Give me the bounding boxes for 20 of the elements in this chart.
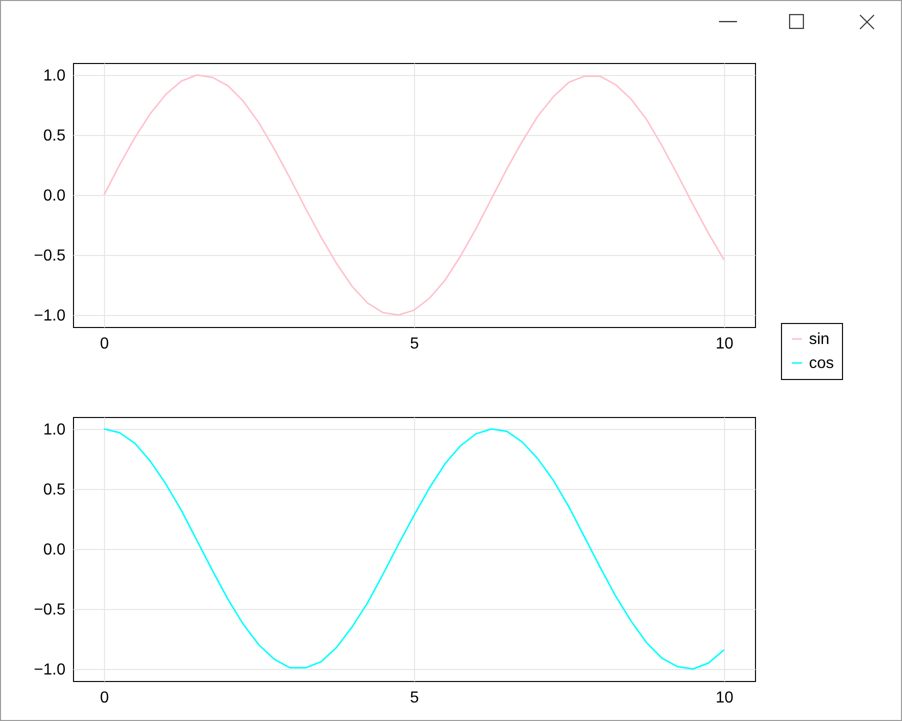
y-tick-label: 0.5 <box>43 482 66 498</box>
x-tick-label: 0 <box>100 690 110 706</box>
y-tick-label: 1.0 <box>43 422 66 438</box>
x-tick-label: 5 <box>410 690 420 706</box>
line-series <box>103 428 725 670</box>
x-tick-label: 0 <box>100 336 110 352</box>
x-tick-label: 5 <box>410 336 420 352</box>
y-tick-label: −1.0 <box>34 308 66 324</box>
y-tick-label: 0.5 <box>43 128 66 144</box>
x-tick-label: 10 <box>716 336 734 352</box>
legend-label: cos <box>809 355 834 372</box>
y-tick-label: 1.0 <box>43 68 66 84</box>
x-tick-label: 10 <box>716 690 734 706</box>
line-series <box>103 74 725 316</box>
y-tick-label: −0.5 <box>34 248 66 264</box>
y-tick-label: −1.0 <box>34 662 66 678</box>
y-tick-label: 0.0 <box>43 188 66 204</box>
legend-label: sin <box>809 331 830 348</box>
y-tick-label: 0.0 <box>43 542 66 558</box>
y-tick-label: −0.5 <box>34 602 66 618</box>
